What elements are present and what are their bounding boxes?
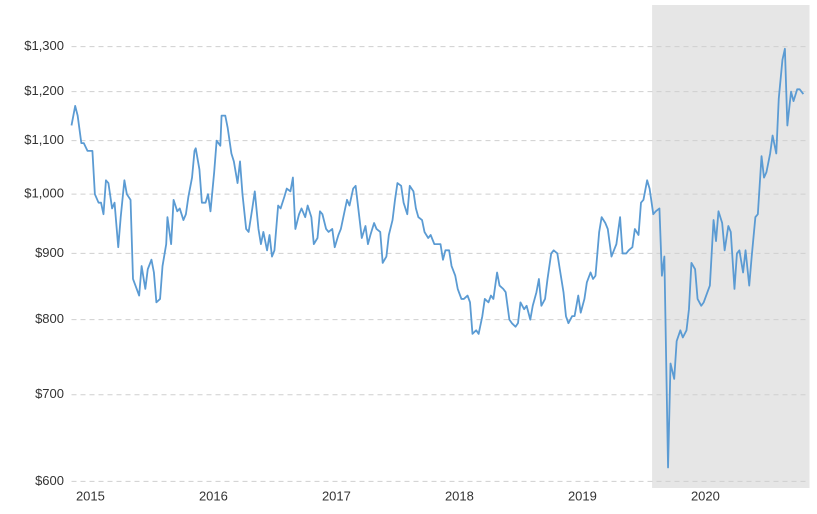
y-tick-label: $600 [35, 473, 64, 488]
data-line [70, 47, 805, 469]
x-tick-label: 2016 [199, 488, 228, 503]
y-tick-label: $700 [35, 386, 64, 401]
x-tick-label: 2020 [691, 488, 720, 503]
y-tick-label: $1,100 [24, 132, 64, 147]
x-tick-label: 2017 [322, 488, 351, 503]
x-tick-label: 2015 [76, 488, 105, 503]
shaded-region [652, 5, 810, 488]
y-tick-label: $1,200 [24, 83, 64, 98]
x-tick-label: 2019 [568, 488, 597, 503]
y-tick-label: $1,300 [24, 38, 64, 53]
y-tick-label: $800 [35, 311, 64, 326]
y-tick-label: $1,000 [24, 186, 64, 201]
x-tick-label: 2018 [445, 488, 474, 503]
y-tick-label: $900 [35, 245, 64, 260]
